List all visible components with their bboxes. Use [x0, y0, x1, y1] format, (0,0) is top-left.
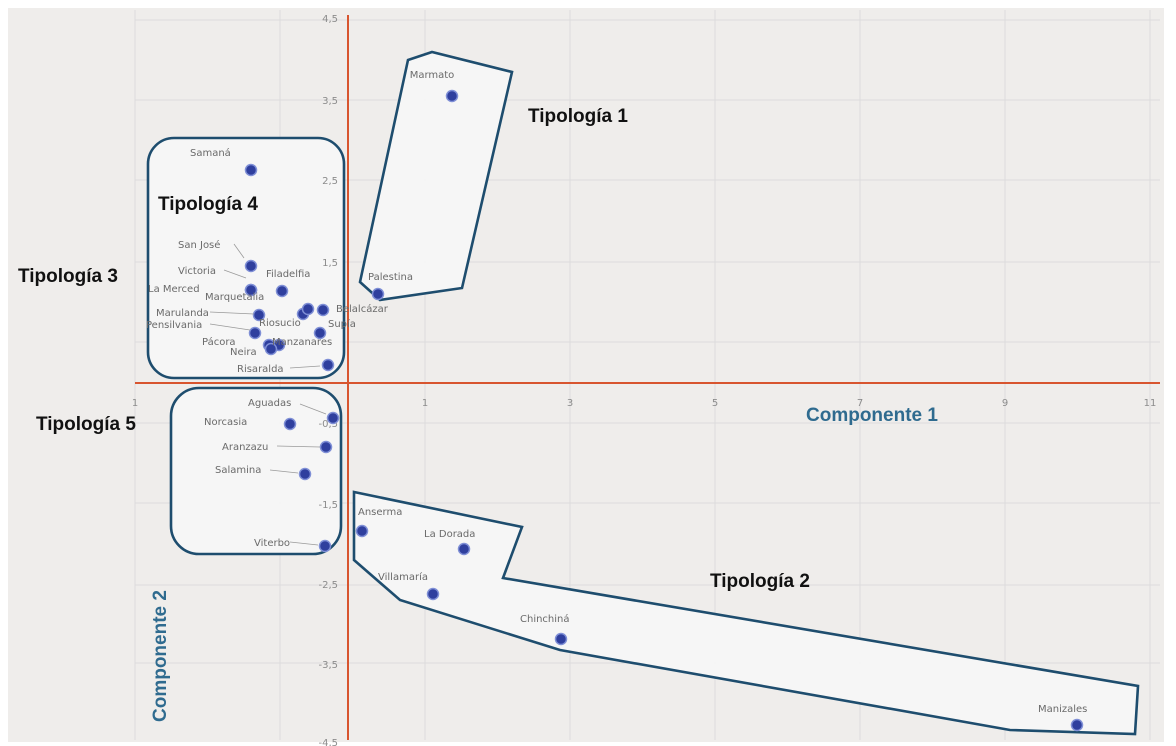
point-label: Pácora: [202, 336, 236, 348]
point-label: Palestina: [368, 272, 413, 283]
point-label: Risaralda: [237, 364, 284, 375]
y-tick-label: -2,5: [318, 580, 338, 591]
data-point: [318, 539, 332, 553]
label-leader-line: [233, 243, 245, 259]
data-point: [283, 417, 297, 431]
group-label: Tipología 5: [36, 414, 136, 435]
y-tick-label: -4,5: [318, 738, 338, 746]
data-point: [326, 411, 340, 425]
x-tick-label: 11: [1144, 398, 1157, 409]
point-label: Aranzazu: [222, 442, 268, 453]
point-label: Viterbo: [254, 538, 290, 549]
group-label: Tipología 3: [18, 266, 118, 287]
group-labels: Tipología 1 Tipología 2 Tipología 3 Tipolog…: [18, 106, 810, 592]
point-label: Salamina: [215, 465, 261, 476]
group-label: Tipología 2: [710, 571, 810, 592]
x-tick-label: 5: [712, 398, 718, 409]
x-tick-label: 1: [132, 398, 138, 409]
data-point: [554, 632, 568, 646]
data-point: [244, 163, 258, 177]
group-label: Tipología 1: [528, 106, 628, 127]
y-tick-label: -1,5: [318, 500, 338, 511]
label-leader-line: [289, 541, 319, 546]
point-label: Belalcázar: [336, 303, 389, 315]
data-point: [355, 524, 369, 538]
point-label: Manizales: [1038, 704, 1087, 715]
data-point: [252, 308, 266, 322]
data-point: [244, 283, 258, 297]
label-leader-line: [299, 403, 327, 415]
point-label: Filadelfia: [266, 269, 310, 280]
point-labels: Marmato Palestina Samaná San José Victoria La…: [146, 70, 1087, 715]
point-label: Marulanda: [156, 308, 209, 319]
data-point: [244, 259, 258, 273]
group-outline-2: [352, 490, 1140, 736]
point-label: Victoria: [178, 266, 216, 277]
y-tick-label: 1,5: [322, 258, 338, 269]
point-label: Chinchiná: [520, 613, 570, 625]
point-label: Riosucio: [259, 318, 301, 329]
point-label: La Merced: [148, 284, 200, 295]
point-label: La Dorada: [424, 529, 475, 540]
group-label: Tipología 4: [158, 194, 258, 215]
point-label: Neira: [230, 347, 257, 358]
data-points: [244, 89, 1084, 732]
group-outline-1: [358, 50, 514, 302]
point-label: Pensilvania: [146, 320, 202, 331]
y-tick-label: -0,5: [318, 419, 338, 430]
group-outline-4: [146, 136, 346, 380]
data-point: [445, 89, 459, 103]
axes: [135, 15, 1160, 740]
point-label: Supía: [328, 318, 356, 330]
point-label: San José: [178, 239, 220, 251]
y-axis-title: Componente 2: [150, 590, 171, 722]
tick-labels: 1 1 3 5 7 9 114,53,52,51,5-0,5-1,5-2,5-3,5-4,5: [132, 14, 1157, 746]
x-tick-label: 3: [567, 398, 573, 409]
point-label: Aguadas: [248, 398, 291, 409]
y-tick-label: 4,5: [322, 14, 338, 25]
label-leader-line: [223, 269, 247, 279]
label-leader-line: [269, 469, 299, 474]
x-tick-label: 7: [857, 398, 863, 409]
y-tick-label: 2,5: [322, 176, 338, 187]
data-point: [426, 587, 440, 601]
typology-groups: [146, 50, 1140, 736]
x-tick-label: 9: [1002, 398, 1008, 409]
point-label: Marquetalia: [205, 292, 264, 303]
data-point: [371, 287, 385, 301]
y-tick-label: 3,5: [322, 96, 338, 107]
y-tick-label: -3,5: [318, 660, 338, 671]
label-leader-line: [209, 323, 251, 331]
data-point: [264, 342, 278, 356]
x-tick-label: 1: [422, 398, 428, 409]
group-outline-5: [169, 386, 343, 556]
data-point: [321, 358, 335, 372]
data-point: [301, 302, 315, 316]
label-leader-line: [209, 311, 255, 315]
data-point: [1070, 718, 1084, 732]
point-label: Manzanares: [272, 337, 332, 348]
data-point: [319, 440, 333, 454]
data-point: [248, 326, 262, 340]
x-axis-title: Componente 1: [806, 405, 938, 426]
point-label: Norcasia: [204, 417, 247, 428]
data-point: [316, 303, 330, 317]
data-point: [298, 467, 312, 481]
label-leader-line: [276, 445, 321, 448]
data-point: [313, 326, 327, 340]
data-point: [275, 284, 289, 298]
point-label: Anserma: [358, 507, 402, 518]
point-label: Samaná: [190, 147, 231, 159]
data-point: [457, 542, 471, 556]
point-label: Marmato: [410, 70, 455, 81]
label-leader-line: [289, 365, 321, 369]
point-label: Villamaría: [378, 571, 428, 583]
